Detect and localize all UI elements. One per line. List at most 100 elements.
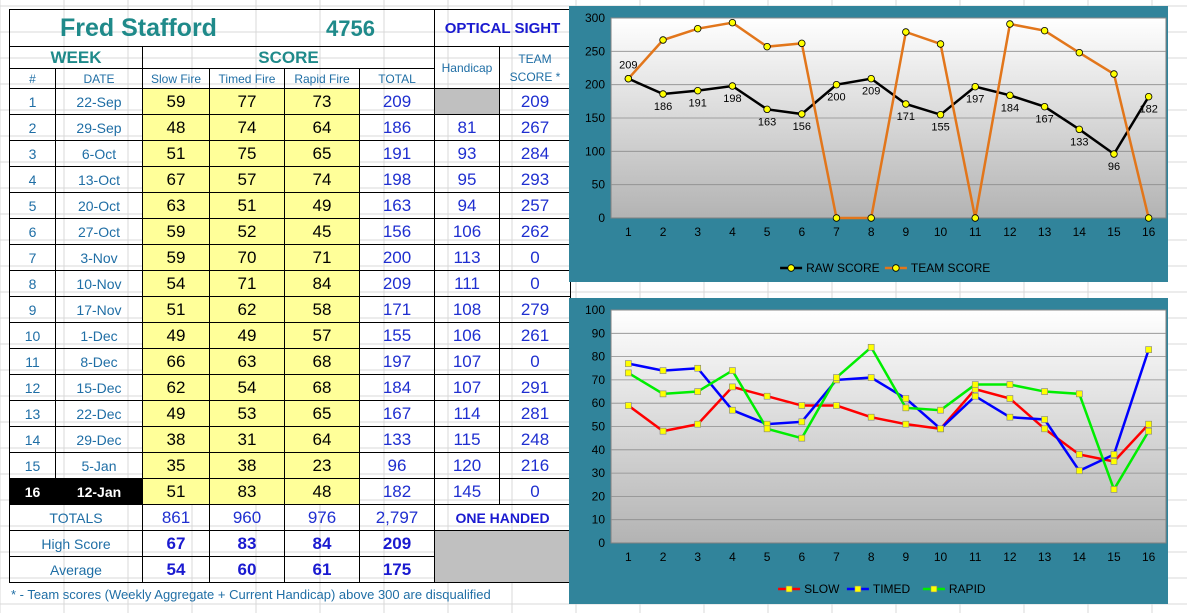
- data-point: [729, 383, 736, 391]
- week-number: 13: [9, 400, 56, 427]
- table-row: 16 12-Jan 51 83 48 182 145 0: [9, 478, 571, 505]
- slow-fire-score: 51: [142, 478, 210, 505]
- total-score: 167: [359, 400, 435, 427]
- handicap-value: 111: [434, 270, 500, 297]
- col-total: TOTAL: [359, 68, 435, 89]
- table-row: 5 20-Oct 63 51 49 163 94 257: [9, 192, 571, 219]
- data-point: [867, 374, 875, 381]
- data-point: [1145, 346, 1152, 353]
- y-tick-label: 70: [592, 373, 606, 387]
- handicap-value: 81: [434, 114, 500, 141]
- handicap-value: 107: [434, 348, 500, 375]
- data-point: [1110, 458, 1118, 465]
- data-point: [902, 28, 910, 36]
- data-point: [798, 39, 806, 48]
- timed-fire-score: 83: [209, 478, 285, 505]
- legend-marker: [787, 264, 795, 272]
- x-tick-label: 12: [1003, 225, 1017, 239]
- rapid-fire-score: 58: [284, 296, 360, 323]
- average-total: 175: [359, 556, 435, 583]
- x-tick-label: 8: [868, 225, 875, 239]
- data-point: [937, 406, 944, 414]
- y-tick-label: 60: [592, 396, 606, 410]
- week-number: 6: [9, 218, 56, 245]
- legend-label: RAW SCORE: [806, 261, 880, 275]
- week-number: 4: [9, 166, 56, 193]
- y-tick-label: 50: [592, 420, 606, 434]
- week-date: 5-Jan: [55, 452, 143, 479]
- data-label: 171: [897, 111, 915, 123]
- x-tick-label: 16: [1142, 225, 1156, 239]
- timed-fire-score: 38: [209, 452, 285, 479]
- totals-slow: 861: [142, 504, 210, 531]
- total-score: 96: [359, 452, 435, 479]
- team-score: 248: [499, 426, 571, 453]
- table-row: 14 29-Dec 38 31 64 133 115 248: [9, 426, 571, 453]
- average-rapid: 61: [284, 556, 360, 583]
- timed-fire-score: 49: [209, 322, 285, 349]
- table-row: 3 6-Oct 51 75 65 191 93 284: [9, 140, 571, 167]
- data-label: 167: [1035, 114, 1053, 126]
- data-point: [625, 369, 632, 377]
- data-point: [624, 74, 633, 83]
- x-tick-label: 6: [798, 550, 805, 564]
- col-date: DATE: [55, 68, 143, 89]
- week-date: 29-Dec: [55, 426, 143, 453]
- legend-label: SLOW: [804, 582, 840, 596]
- handicap-value: 108: [434, 296, 500, 323]
- data-point: [1110, 150, 1118, 158]
- data-label: 191: [689, 98, 707, 110]
- week-date: 1-Dec: [55, 322, 143, 349]
- high-score-label: High Score: [9, 530, 143, 557]
- week-date: 22-Sep: [55, 88, 143, 115]
- rapid-fire-score: 64: [284, 114, 360, 141]
- legend-marker: [892, 264, 900, 272]
- data-point: [1041, 416, 1048, 423]
- slow-fire-score: 67: [142, 166, 210, 193]
- table-row: 8 10-Nov 54 71 84 209 111 0: [9, 270, 571, 297]
- data-label: 163: [758, 116, 776, 128]
- data-point: [1006, 413, 1014, 421]
- y-tick-label: 250: [585, 44, 605, 58]
- handicap-value: [434, 88, 500, 115]
- week-number: 5: [9, 192, 56, 219]
- x-tick-label: 14: [1073, 225, 1087, 239]
- data-label: 133: [1070, 136, 1088, 148]
- col-num: #: [9, 68, 56, 89]
- series-line: [627, 345, 1150, 493]
- handicap-value: 120: [434, 452, 500, 479]
- table-row: 15 5-Jan 35 38 23 96 120 216: [9, 452, 571, 479]
- rapid-fire-score: 65: [284, 400, 360, 427]
- data-label: 156: [793, 121, 811, 133]
- data-label: 198: [723, 93, 741, 105]
- data-point: [971, 82, 979, 91]
- week-number: 1: [9, 88, 56, 115]
- data-point: [936, 40, 945, 48]
- data-point: [798, 434, 806, 442]
- total-score: 191: [359, 140, 435, 167]
- week-header: WEEK: [9, 46, 143, 69]
- data-point: [902, 420, 910, 428]
- x-tick-label: 9: [903, 225, 910, 239]
- data-point: [971, 392, 979, 400]
- data-point: [625, 402, 632, 409]
- rapid-fire-score: 65: [284, 140, 360, 167]
- y-tick-label: 10: [592, 513, 606, 527]
- data-point: [728, 82, 737, 90]
- timed-fire-score: 54: [209, 374, 285, 401]
- week-date: 17-Nov: [55, 296, 143, 323]
- rapid-fire-score: 64: [284, 426, 360, 453]
- series-line: [627, 21, 1150, 220]
- team-score: 281: [499, 400, 571, 427]
- handicap-value: 107: [434, 374, 500, 401]
- data-point: [1144, 92, 1153, 101]
- team-header: TEAM SCORE *: [499, 46, 571, 89]
- average-timed: 60: [209, 556, 285, 583]
- col-timed: Timed Fire: [209, 68, 285, 89]
- x-tick-label: 9: [903, 550, 910, 564]
- handicap-value: 106: [434, 322, 500, 349]
- data-point: [694, 388, 702, 395]
- team-score: 293: [499, 166, 571, 193]
- x-tick-label: 4: [729, 225, 736, 239]
